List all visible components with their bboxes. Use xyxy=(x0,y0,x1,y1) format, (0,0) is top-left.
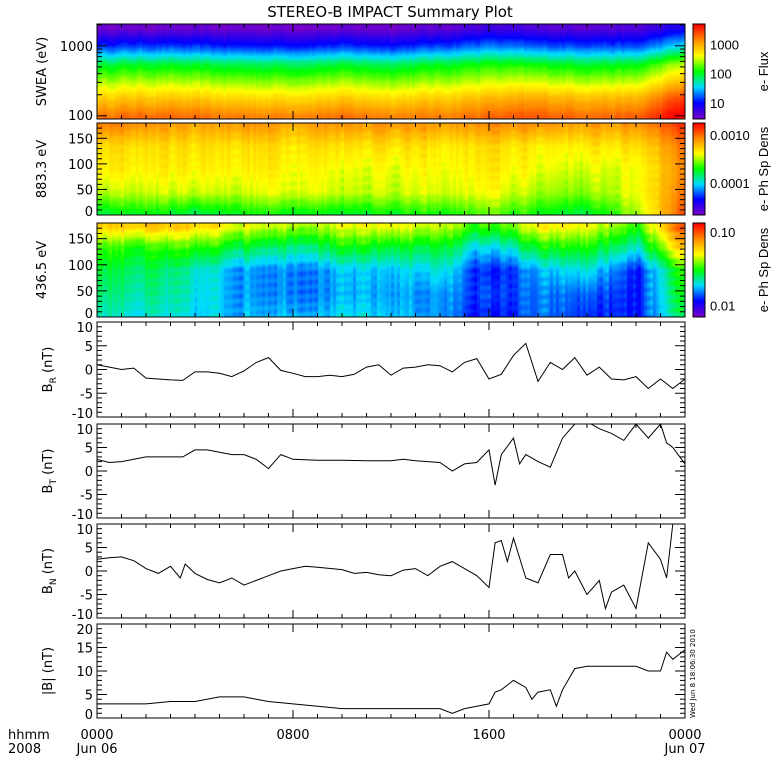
y-axis-label-symbol: B xyxy=(41,383,56,392)
y-axis-label: 436.5 eV xyxy=(35,241,50,299)
colorbar-tick-label: 10 xyxy=(710,96,724,111)
y-tick-label: 100 xyxy=(68,109,93,124)
y-tick-label: 5 xyxy=(85,689,93,704)
spectrogram-0 xyxy=(97,24,685,119)
y-tick-label: 5 xyxy=(85,542,93,557)
y-tick-label: -10 xyxy=(72,508,93,523)
spectrogram-1 xyxy=(97,123,685,215)
y-tick-label: 10 xyxy=(76,321,93,336)
colorbar-tick-label: 0.0001 xyxy=(710,176,750,191)
y-tick-label: 10 xyxy=(76,423,93,438)
series-line-bn xyxy=(97,524,685,611)
colorbar-tick-label: 0.0010 xyxy=(710,128,750,143)
y-tick-label: -5 xyxy=(80,387,93,402)
x-axis-label-year: 2008 xyxy=(8,742,41,757)
y-tick-label: 0 xyxy=(85,708,93,723)
y-tick-label: -10 xyxy=(72,407,93,422)
colorbar-frame xyxy=(692,23,706,120)
y-tick-label: 0 xyxy=(85,364,93,379)
x-axis-label-hhmm: hhmm xyxy=(8,728,50,743)
y-axis-label-symbol: B xyxy=(41,485,56,494)
colorbar-1 xyxy=(693,123,705,215)
y-axis-label-unit: (nT) xyxy=(41,647,56,677)
x-tick-label: 1600 xyxy=(472,728,505,743)
colorbar-tick-label: 0.01 xyxy=(710,298,735,313)
y-axis-label: BR (nT) xyxy=(41,347,59,393)
panel-frame xyxy=(96,122,686,216)
timestamp: Wed Jun 8 18:06:30 2010 xyxy=(689,629,697,718)
colorbar-label: e- Ph Sp Dens xyxy=(756,126,771,211)
colorbar-tick-label: 100 xyxy=(710,67,732,82)
y-axis-label: 883.3 eV xyxy=(35,140,50,198)
y-tick-label: 5 xyxy=(85,442,93,457)
panel-frame xyxy=(96,523,686,619)
y-tick-label: 100 xyxy=(68,259,93,274)
y-tick-label: 150 xyxy=(68,233,93,248)
colorbar-frame xyxy=(692,122,706,216)
y-tick-label: -5 xyxy=(80,489,93,504)
colorbar-2 xyxy=(693,223,705,317)
y-axis-label: BT (nT) xyxy=(41,449,59,494)
y-tick-label: 10 xyxy=(76,523,93,538)
y-tick-label: 50 xyxy=(76,285,93,300)
y-axis-label: |B| (nT) xyxy=(41,647,56,695)
y-axis-label-symbol: B xyxy=(41,585,56,594)
y-tick-label: 0 xyxy=(85,565,93,580)
panel-frame xyxy=(96,423,686,519)
y-tick-label: 150 xyxy=(68,132,93,147)
colorbar-0 xyxy=(693,24,705,119)
panel-frame xyxy=(96,623,686,719)
y-tick-label: 0 xyxy=(85,307,93,322)
y-axis-label-subscript: T xyxy=(49,479,59,486)
y-tick-label: 50 xyxy=(76,183,93,198)
y-tick-label: -5 xyxy=(80,589,93,604)
y-tick-label: 15 xyxy=(76,642,93,657)
colorbar-tick-label: 1000 xyxy=(710,37,739,52)
colorbar-frame xyxy=(692,222,706,318)
plot-title: STEREO-B IMPACT Summary Plot xyxy=(267,3,513,21)
y-tick-label: 100 xyxy=(68,158,93,173)
x-tick-label: 0000 xyxy=(80,728,113,743)
y-tick-label: 0 xyxy=(85,205,93,220)
y-axis-label-subscript: N xyxy=(49,578,59,585)
y-axis-label-subscript: R xyxy=(49,377,59,383)
spectrogram-2 xyxy=(97,223,685,317)
x-tick-label: 0800 xyxy=(276,728,309,743)
y-axis-label: SWEA (eV) xyxy=(35,37,50,106)
colorbar-label: e- Flux xyxy=(756,51,771,91)
x-tick-label: 0000 xyxy=(668,728,701,743)
y-axis-label-unit: (nT) xyxy=(41,449,56,479)
y-tick-label: 0 xyxy=(85,465,93,480)
y-axis-label-symbol: |B| xyxy=(41,677,56,695)
series-line-b-magnitude xyxy=(97,649,685,714)
panel-frame xyxy=(96,23,686,120)
x-tick-date-label: Jun 07 xyxy=(664,742,706,757)
y-tick-label: 10 xyxy=(76,665,93,680)
y-tick-label: 1000 xyxy=(60,40,93,55)
y-axis-label-unit: (nT) xyxy=(41,347,56,377)
colorbar-label: e- Ph Sp Dens xyxy=(756,227,771,312)
y-tick-label: -10 xyxy=(72,608,93,623)
y-axis-label: BN (nT) xyxy=(41,548,59,594)
y-axis-label-unit: (nT) xyxy=(41,548,56,578)
y-tick-label: 20 xyxy=(76,623,93,638)
series-line-bt xyxy=(97,424,685,486)
y-tick-label: 5 xyxy=(85,340,93,355)
series-line-br xyxy=(97,342,685,390)
panel-frame xyxy=(96,321,686,418)
x-tick-date-label: Jun 06 xyxy=(76,742,118,757)
panel-frame xyxy=(96,222,686,318)
colorbar-tick-label: 0.10 xyxy=(710,225,735,240)
